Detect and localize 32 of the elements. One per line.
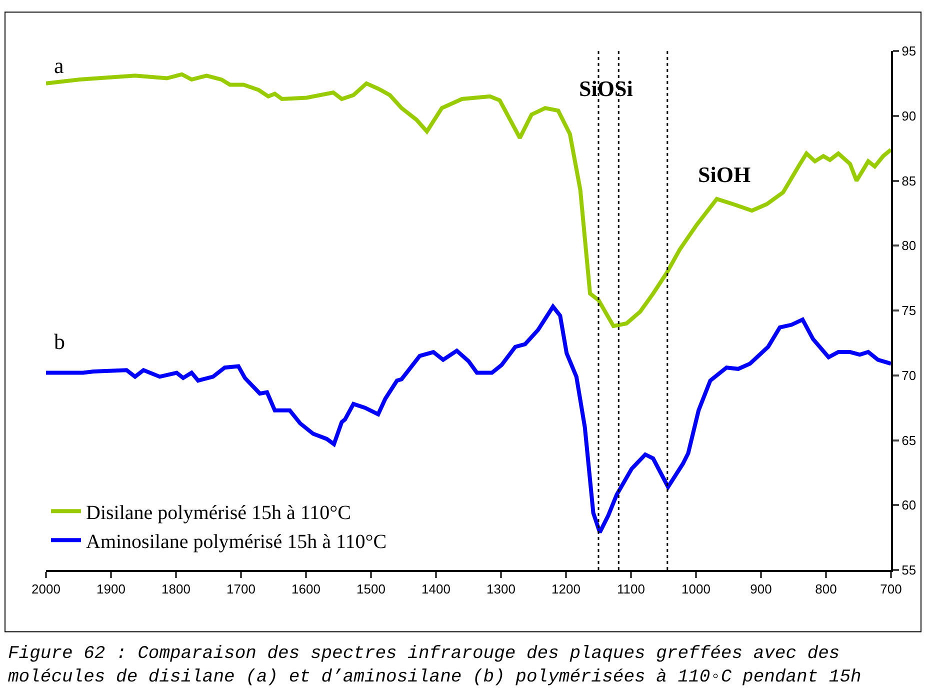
x-tick-label: 1300 bbox=[486, 582, 516, 597]
x-tick-label: 1800 bbox=[162, 582, 190, 597]
annotation: SiOH bbox=[698, 162, 751, 187]
x-tick-label: 1000 bbox=[682, 582, 710, 597]
y-tick-label: 95 bbox=[902, 44, 916, 59]
x-tick-label: 1700 bbox=[226, 582, 256, 597]
y-tick-label: 90 bbox=[902, 108, 916, 124]
y-tick-label: 55 bbox=[902, 562, 916, 578]
y-tick-label: 60 bbox=[902, 498, 916, 513]
x-tick-label: 800 bbox=[815, 582, 837, 597]
x-tick-label: 1200 bbox=[552, 582, 580, 597]
line-series bbox=[46, 72, 891, 328]
y-tick-label: 65 bbox=[902, 432, 916, 448]
x-tick-label: 1900 bbox=[96, 582, 126, 597]
x-tick-label: 1400 bbox=[422, 582, 450, 597]
x-tick-label: 700 bbox=[880, 582, 902, 597]
y-tick-label: 75 bbox=[902, 303, 916, 318]
annotation: b bbox=[54, 329, 65, 354]
x-tick-label: 1100 bbox=[617, 582, 645, 597]
y-tick-label: 80 bbox=[902, 238, 916, 254]
x-tick-label: 1600 bbox=[292, 582, 320, 597]
legend-label: Disilane polymérisé 15h à 110°C bbox=[86, 502, 351, 524]
x-tick-label: 2000 bbox=[32, 582, 60, 597]
x-tick-label: 900 bbox=[750, 582, 772, 597]
legend-label: Aminosilane polymérisé 15h à 110°C bbox=[86, 530, 387, 553]
x-tick-label: 1500 bbox=[356, 582, 386, 597]
annotation: SiOSi bbox=[579, 76, 633, 101]
caption: Figure 62 : Comparaison des spectres infrarouge des plaques greffées avec des molécules de disilane (a) et d’aminosilane (b) polymérisées à 110◦C pendant 15h bbox=[8, 644, 862, 688]
y-tick-label: 85 bbox=[902, 173, 916, 188]
annotation: a bbox=[54, 53, 64, 78]
y-tick-label: 70 bbox=[902, 368, 916, 383]
line-series bbox=[46, 304, 891, 534]
